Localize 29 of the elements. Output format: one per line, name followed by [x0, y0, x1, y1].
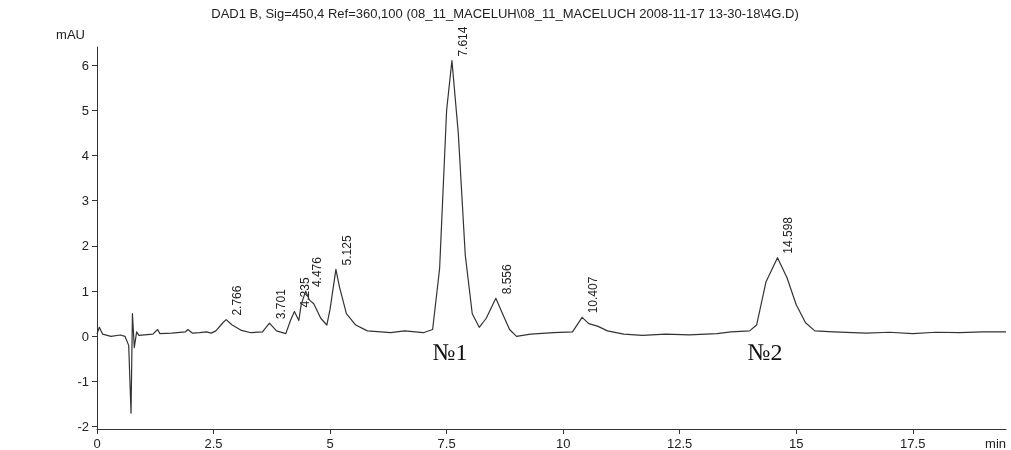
- x-tick-label: 15: [789, 436, 804, 450]
- y-tick-label: 3: [81, 193, 89, 209]
- y-tick-label: 1: [81, 283, 89, 299]
- x-tick-label: 10: [555, 436, 571, 450]
- x-tick-label: 17.5: [900, 436, 926, 450]
- x-tick-label: 7.5: [437, 436, 456, 450]
- y-tick-label: -1: [77, 374, 89, 390]
- chart-title: DAD1 B, Sig=450,4 Ref=360,100 (08_11_MACELUH\08_11_MACELUCH 2008-11-17 13-30-18\4G.D): [211, 6, 799, 21]
- y-tick-label: 4: [81, 148, 89, 163]
- annotation: №1: [432, 339, 468, 365]
- annotation: 10.407: [586, 276, 601, 314]
- y-tick-label: 2: [81, 238, 89, 254]
- annotation: 14.598: [781, 216, 796, 254]
- y-tick-label: 0: [81, 328, 89, 344]
- annotation: №2: [747, 339, 783, 365]
- x-tick-label: 12.5: [667, 436, 693, 450]
- annotation: 3.701: [273, 288, 288, 320]
- x-axis-title: min: [985, 436, 1006, 450]
- y-axis-title: mAU: [56, 27, 85, 42]
- x-tick-label: 5: [326, 436, 334, 450]
- annotation: 5.125: [339, 235, 354, 266]
- annotation: 7.614: [455, 26, 470, 57]
- x-tick-label: 2.5: [204, 436, 223, 450]
- y-tick-label: -2: [77, 419, 89, 435]
- y-tick-label: 6: [81, 57, 89, 73]
- x-tick-label: 0: [93, 436, 101, 450]
- annotation: 2.766: [229, 285, 244, 316]
- annotation: 8.556: [499, 264, 514, 295]
- y-tick-label: 5: [81, 102, 89, 118]
